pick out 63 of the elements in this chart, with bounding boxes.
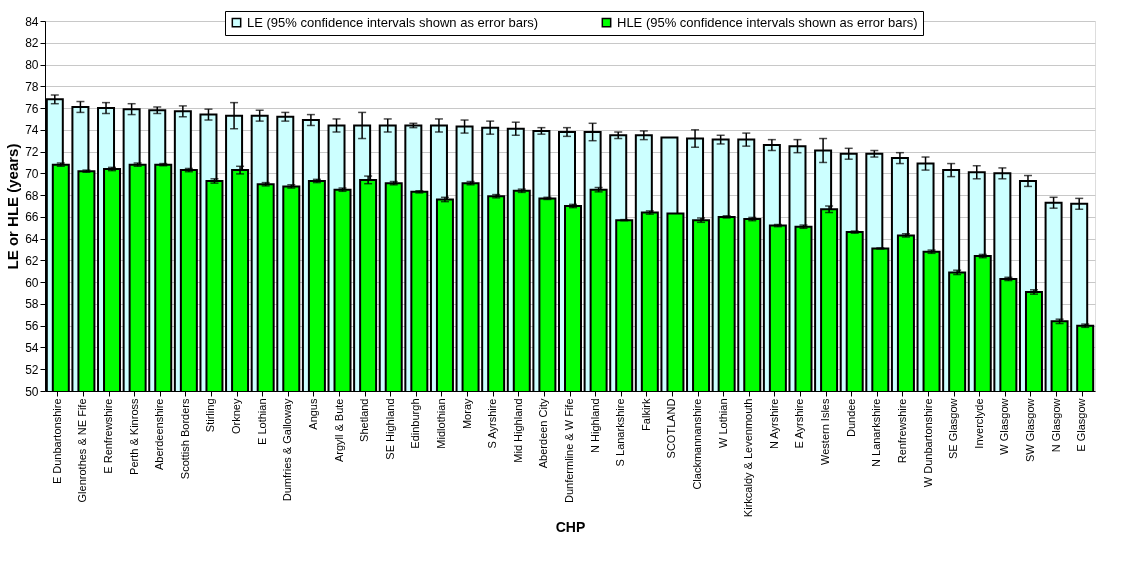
legend-label: LE (95% confidence intervals shown as error bars)	[247, 14, 539, 30]
x-axis-title: CHP	[555, 519, 586, 536]
y-tick-label: 56	[25, 319, 39, 334]
x-tick-label: N Highland	[588, 398, 601, 453]
x-tick-label: Western Isles	[819, 398, 832, 465]
x-tick-label: W Glasgow	[998, 398, 1011, 455]
x-tick-label: Perth & Kinross	[127, 398, 140, 475]
x-tick-label: Inverclyde	[972, 398, 985, 449]
y-tick-label: 74	[25, 123, 39, 138]
x-tick-label: Kirkcaldy & Levenmouth	[742, 398, 755, 518]
y-tick-label: 62	[25, 253, 39, 268]
y-tick-label: 60	[25, 275, 39, 290]
x-tick-label: Falkirk	[639, 398, 652, 431]
x-tick-label: N Lanarkshire	[870, 398, 883, 467]
x-tick-label: E Ayrshire	[793, 398, 806, 449]
x-tick-label: SE Glasgow	[947, 398, 960, 460]
y-tick-label: 68	[25, 188, 39, 203]
y-tick-label: 82	[25, 36, 39, 51]
y-tick-label: 58	[25, 297, 39, 312]
y-tick-label: 54	[25, 340, 39, 355]
x-tick-label: SCOTLAND	[665, 398, 678, 459]
x-tick-label: W Dunbartonshire	[921, 398, 934, 488]
x-tick-label: E Renfrewshire	[102, 398, 115, 474]
x-tick-label: E Dunbartonshire	[50, 398, 63, 485]
y-tick-label: 76	[25, 101, 39, 116]
x-tick-label: Moray	[460, 398, 473, 430]
x-tick-label: Midlothian	[434, 398, 447, 449]
x-tick-label: E Lothian	[255, 398, 268, 445]
x-tick-label: Argyll & Bute	[332, 398, 345, 463]
x-tick-label: Dumfries & Galloway	[281, 398, 294, 502]
x-tick-label: Mid Highland	[511, 398, 524, 463]
x-tick-label: S Lanarkshire	[614, 398, 627, 467]
x-tick-label: Stirling	[204, 398, 217, 433]
y-tick-label: 72	[25, 145, 39, 160]
x-tick-label: Orkney	[230, 398, 243, 434]
x-tick-label: Clackmannanshire	[691, 398, 704, 490]
x-tick-label: Renfrewshire	[895, 398, 908, 464]
x-tick-label: Scottish Borders	[178, 398, 191, 480]
x-tick-label: Dundee	[844, 398, 857, 438]
x-tick-label: Shetland	[358, 398, 371, 442]
x-tick-label: S Ayrshire	[486, 398, 499, 449]
x-tick-label: N Glasgow	[1049, 398, 1062, 453]
y-tick-label: 52	[25, 362, 39, 377]
x-tick-label: SW Glasgow	[1023, 398, 1036, 463]
y-tick-label: 66	[25, 210, 39, 225]
y-tick-label: 64	[25, 232, 39, 247]
x-tick-label: Glenrothes & NE Fife	[76, 398, 89, 503]
y-axis-title: LE or HLE (years)	[4, 143, 22, 270]
y-tick-label: 78	[25, 79, 39, 94]
x-tick-label: W Lothian	[716, 398, 729, 449]
x-tick-label: Dunfermline & W Fife	[563, 398, 575, 504]
x-tick-label: Angus	[306, 398, 319, 430]
y-tick-label: 50	[25, 384, 39, 399]
y-tick-label: 84	[25, 14, 39, 29]
x-tick-label: SE Highland	[383, 398, 396, 460]
x-tick-label: N Ayrshire	[767, 398, 780, 450]
x-tick-label: E Glasgow	[1075, 398, 1088, 452]
y-tick-label: 80	[25, 58, 39, 73]
x-tick-label: Aberdeen City	[537, 398, 550, 469]
x-tick-label: Aberdeenshire	[153, 398, 166, 471]
x-tick-label: Edinburgh	[409, 398, 422, 449]
y-tick-label: 70	[25, 166, 39, 181]
legend-label: HLE (95% confidence intervals shown as error bars)	[617, 14, 918, 30]
